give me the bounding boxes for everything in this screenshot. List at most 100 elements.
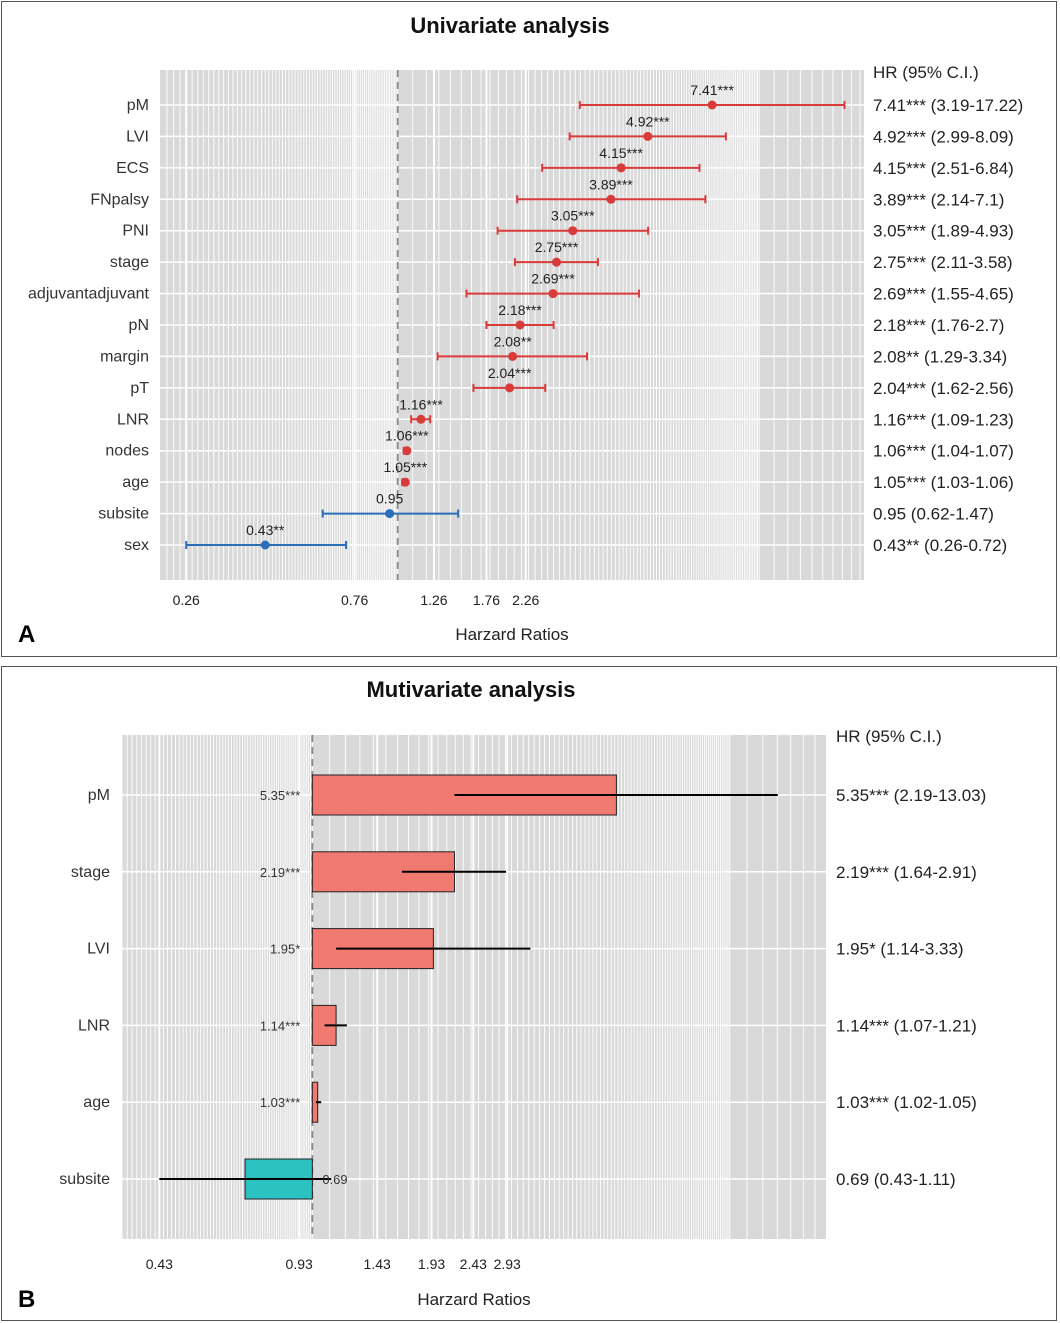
point-label-pN: 2.18*** [498, 302, 542, 318]
point-label-PNI: 3.05*** [551, 208, 595, 224]
point-label-FNpalsy: 3.89*** [589, 176, 633, 192]
row-label-pM: pM [127, 97, 149, 114]
hr-ci-text-subsite: 0.95 (0.62-1.47) [873, 505, 994, 524]
point-estimate-sex [260, 540, 270, 550]
point-label-stage: 2.75*** [535, 239, 579, 255]
panel-b-multivariate: Mutivariate analysis 0.43 0.93 1.43 1.93 2.43… [1, 666, 1057, 1321]
row-label-age: age [122, 474, 149, 491]
bar-label-LNR: 1.14*** [260, 1018, 300, 1033]
bar-label-subsite: 0.69 [322, 1172, 347, 1187]
row-label-subsite: subsite [59, 1171, 110, 1188]
row-label-sex: sex [124, 537, 149, 554]
hr-ci-text-sex: 0.43** (0.26-0.72) [873, 536, 1007, 555]
point-estimate-margin [508, 351, 518, 361]
point-estimate-adjuvantadjuvant [548, 289, 558, 299]
hr-ci-text-pN: 2.18*** (1.76-2.7) [873, 316, 1004, 335]
x-axis-title: Harzard Ratios [417, 1290, 530, 1309]
point-label-ECS: 4.15*** [599, 145, 643, 161]
point-label-subsite: 0.95 [376, 491, 403, 507]
hr-ci-text-FNpalsy: 3.89*** (2.14-7.1) [873, 190, 1004, 209]
point-estimate-pT [505, 383, 515, 393]
hr-ci-header: HR (95% C.I.) [836, 727, 942, 746]
x-tick-label: 2.43 [460, 1256, 487, 1272]
hr-ci-text-nodes: 1.06*** (1.04-1.07) [873, 442, 1014, 461]
hr-ci-text-margin: 2.08** (1.29-3.34) [873, 347, 1007, 366]
x-tick-label: 1.43 [364, 1256, 391, 1272]
point-label-sex: 0.43** [246, 522, 285, 538]
row-label-pT: pT [130, 380, 149, 397]
point-label-pT: 2.04*** [488, 365, 532, 381]
row-label-LNR: LNR [78, 1017, 110, 1034]
x-tick-label: 0.43 [146, 1256, 173, 1272]
x-tick-label: 1.93 [418, 1256, 445, 1272]
panel-a-univariate: Univariate analysis 0.26 0.76 1.26 1.76 2.26 H… [1, 1, 1057, 657]
hr-ci-text-ECS: 4.15*** (2.51-6.84) [873, 159, 1014, 178]
panel-letter: A [18, 621, 35, 648]
univariate-forest-plot: Univariate analysis 0.26 0.76 1.26 1.76 2.26 H… [18, 13, 1023, 648]
row-label-LNR: LNR [117, 411, 149, 428]
x-tick-label: 0.93 [286, 1256, 313, 1272]
row-label-LVI: LVI [126, 128, 149, 145]
hr-ci-text-pT: 2.04*** (1.62-2.56) [873, 379, 1014, 398]
hr-ci-header: HR (95% C.I.) [873, 63, 979, 82]
point-label-LNR: 1.16*** [399, 396, 443, 412]
row-label-subsite: subsite [98, 506, 149, 523]
hr-ci-text-pM: 7.41*** (3.19-17.22) [873, 96, 1023, 115]
point-estimate-stage [551, 257, 561, 267]
row-label-age: age [83, 1094, 110, 1111]
bar-label-LVI: 1.95* [270, 942, 300, 957]
hr-ci-text-stage: 2.19*** (1.64-2.91) [836, 863, 977, 882]
chart-title: Univariate analysis [410, 13, 609, 38]
point-label-LVI: 4.92*** [626, 113, 670, 129]
point-estimate-PNI [568, 226, 578, 236]
point-label-pM: 7.41*** [690, 82, 734, 98]
x-tick-label: 2.26 [512, 592, 539, 608]
row-label-FNpalsy: FNpalsy [90, 191, 149, 208]
x-tick-label: 1.26 [420, 592, 447, 608]
panel-letter: B [18, 1286, 35, 1313]
x-tick-label: 1.76 [473, 592, 500, 608]
row-label-adjuvantadjuvant: adjuvantadjuvant [28, 286, 150, 303]
point-estimate-LVI [643, 131, 653, 141]
point-estimate-subsite [385, 509, 395, 519]
point-estimate-pM [707, 100, 717, 110]
hr-ci-text-LVI: 1.95* (1.14-3.33) [836, 940, 964, 959]
point-estimate-age [400, 477, 410, 487]
row-label-ECS: ECS [116, 160, 149, 177]
hr-ci-text-pM: 5.35*** (2.19-13.03) [836, 786, 986, 805]
point-estimate-LNR [416, 414, 426, 424]
hr-ci-text-age: 1.03*** (1.02-1.05) [836, 1093, 977, 1112]
row-label-margin: margin [100, 348, 149, 365]
x-tick-label: 2.93 [494, 1256, 521, 1272]
point-estimate-ECS [616, 163, 626, 173]
bar-label-age: 1.03*** [260, 1095, 300, 1110]
bar-label-pM: 5.35*** [260, 788, 300, 803]
row-label-stage: stage [110, 254, 149, 271]
row-label-PNI: PNI [122, 223, 149, 240]
point-estimate-FNpalsy [606, 194, 616, 204]
hr-ci-text-LNR: 1.14*** (1.07-1.21) [836, 1016, 977, 1035]
row-label-nodes: nodes [105, 443, 149, 460]
bar-label-stage: 2.19*** [260, 865, 300, 880]
x-axis-title: Harzard Ratios [455, 625, 568, 644]
chart-title: Mutivariate analysis [366, 677, 575, 702]
row-label-pM: pM [88, 787, 110, 804]
row-label-stage: stage [71, 864, 110, 881]
hr-ci-text-LVI: 4.92*** (2.99-8.09) [873, 127, 1014, 146]
point-label-nodes: 1.06*** [385, 428, 429, 444]
row-label-pN: pN [129, 317, 149, 334]
hr-ci-text-age: 1.05*** (1.03-1.06) [873, 473, 1014, 492]
point-label-age: 1.05*** [384, 459, 428, 475]
row-label-LVI: LVI [87, 941, 110, 958]
hr-ci-text-LNR: 1.16*** (1.09-1.23) [873, 410, 1014, 429]
point-estimate-nodes [402, 446, 412, 456]
point-label-adjuvantadjuvant: 2.69*** [531, 271, 575, 287]
x-tick-label: 0.76 [341, 592, 368, 608]
multivariate-bar-plot: Mutivariate analysis 0.43 0.93 1.43 1.93 2.43… [18, 677, 986, 1313]
hr-ci-text-stage: 2.75*** (2.11-3.58) [873, 253, 1013, 272]
hr-ci-text-PNI: 3.05*** (1.89-4.93) [873, 222, 1014, 241]
point-estimate-pN [515, 320, 525, 330]
hr-ci-text-subsite: 0.69 (0.43-1.11) [836, 1170, 956, 1189]
x-tick-label: 0.26 [173, 592, 200, 608]
point-label-margin: 2.08** [494, 333, 533, 349]
